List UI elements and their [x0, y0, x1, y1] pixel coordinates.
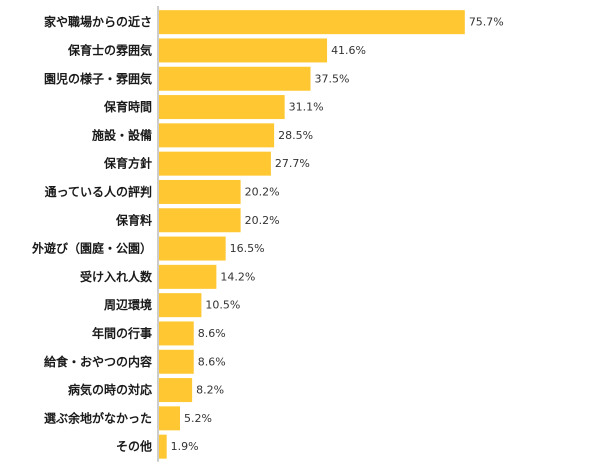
bar-3 [159, 66, 311, 91]
bar-15 [159, 406, 181, 431]
category-label: 病気の時の対応 [68, 382, 152, 397]
category-label: 保育方針 [103, 156, 152, 171]
value-label: 5.2% [184, 412, 212, 425]
value-label: 8.6% [198, 327, 226, 340]
value-label: 31.1% [289, 101, 324, 114]
bar-11 [159, 293, 202, 318]
value-labels-group: 75.7% 41.6% 37.5% 31.1% 28.5% 27.7% 20.2% 20.2%… [171, 16, 504, 453]
bars-group [159, 10, 465, 459]
category-label: 施設・設備 [92, 127, 152, 142]
value-label: 41.6% [331, 44, 366, 57]
category-label: 選ぶ余地がなかった [44, 410, 152, 425]
category-label: 保育時間 [103, 99, 152, 114]
value-label: 8.6% [198, 355, 226, 368]
value-label: 20.2% [245, 185, 280, 198]
category-label: 受け入れ人数 [80, 269, 153, 284]
bar-13 [159, 349, 194, 374]
bar-8 [159, 208, 241, 233]
category-label: 家や職場からの近さ [44, 14, 152, 29]
category-label: 保育料 [115, 212, 152, 227]
category-labels-group: 家や職場からの近さ保育士の雰囲気園児の様子・雰囲気保育時間施設・設備保育方針通っ… [32, 14, 153, 454]
bar-10 [159, 264, 217, 289]
bar-14 [159, 378, 193, 403]
category-label: 給食・おやつの内容 [44, 354, 152, 369]
bar-9 [159, 236, 226, 261]
bar-2 [159, 38, 328, 63]
value-label: 14.2% [220, 270, 255, 283]
value-label: 75.7% [469, 16, 504, 29]
bar-6 [159, 151, 271, 176]
category-label: 通っている人の評判 [45, 184, 152, 199]
value-label: 16.5% [230, 242, 265, 255]
value-label: 8.2% [196, 384, 224, 397]
category-label: 園児の様子・雰囲気 [44, 71, 152, 86]
value-label: 28.5% [278, 129, 313, 142]
value-label: 27.7% [275, 157, 310, 170]
value-label: 37.5% [315, 72, 350, 85]
value-label: 20.2% [245, 214, 280, 227]
value-label: 1.9% [171, 440, 199, 453]
category-label: 保育士の雰囲気 [67, 42, 152, 57]
category-label: 外遊び（園庭・公園） [32, 241, 152, 256]
bar-12 [159, 321, 194, 346]
category-label: 年間の行事 [92, 325, 152, 340]
bar-1 [159, 10, 465, 35]
bar-7 [159, 179, 241, 204]
bar-4 [159, 95, 285, 120]
value-label: 10.5% [205, 299, 240, 312]
bar-16 [159, 434, 167, 459]
bar-5 [159, 123, 275, 148]
category-label: 周辺環境 [104, 297, 152, 312]
category-label: その他 [116, 439, 152, 454]
